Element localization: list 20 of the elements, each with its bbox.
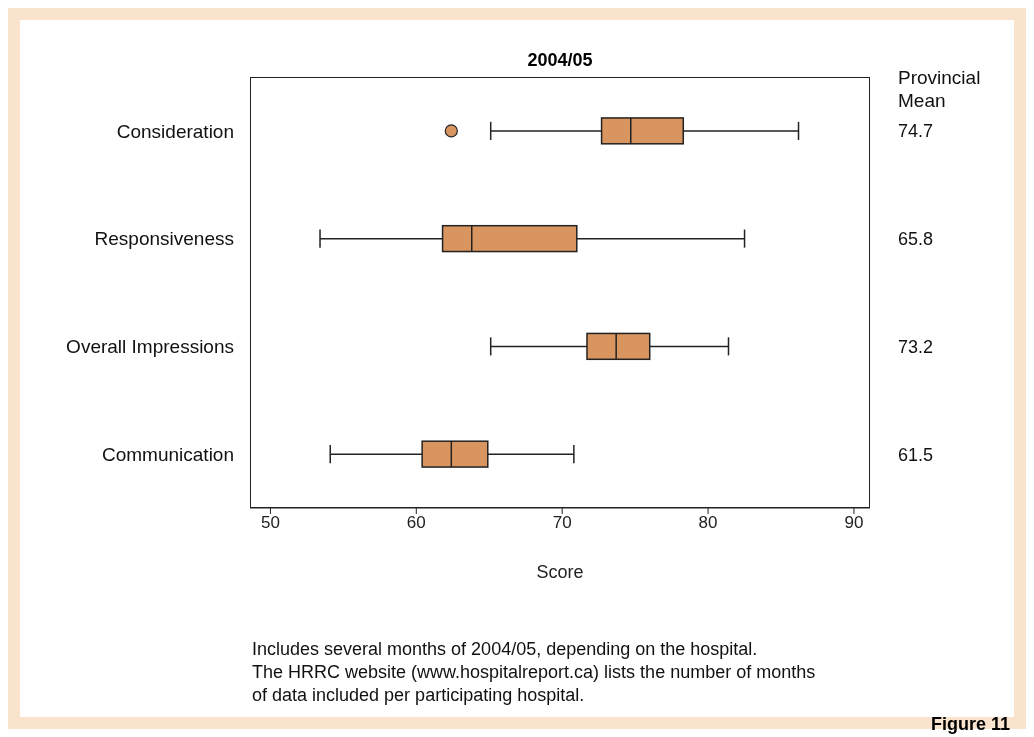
x-tick-label: 60 <box>406 513 426 533</box>
caption: Figure 11 <box>930 714 1010 735</box>
x-axis-title: Score <box>536 562 584 582</box>
x-tick-label: 90 <box>844 513 864 533</box>
y2-tick-label: 61.5 <box>898 444 934 465</box>
text: The HRRC website (www.hospitalreport.ca) lists the number of months <box>252 661 816 684</box>
text: Includes several months of 2004/05, depending on the hospital. <box>252 638 759 661</box>
y2-tick-label: 65.8 <box>898 229 934 250</box>
x-tick-label: 80 <box>698 513 718 533</box>
y-tick-label: Consideration <box>116 120 234 142</box>
chart-title: 2004/05 <box>526 50 594 71</box>
x-tick-label: 70 <box>552 513 572 533</box>
y2-axis-title: Provincial Mean <box>898 66 982 112</box>
y2-tick-label: 73.2 <box>898 336 934 357</box>
y-tick-label: Overall Impressions <box>66 336 234 358</box>
y-tick-label: Responsiveness <box>94 228 234 250</box>
text: of data included per participating hospital. <box>252 684 586 707</box>
y2-tick-label: 74.7 <box>898 121 934 142</box>
y-tick-label: Communication <box>102 443 234 465</box>
x-tick-label: 50 <box>260 513 280 533</box>
